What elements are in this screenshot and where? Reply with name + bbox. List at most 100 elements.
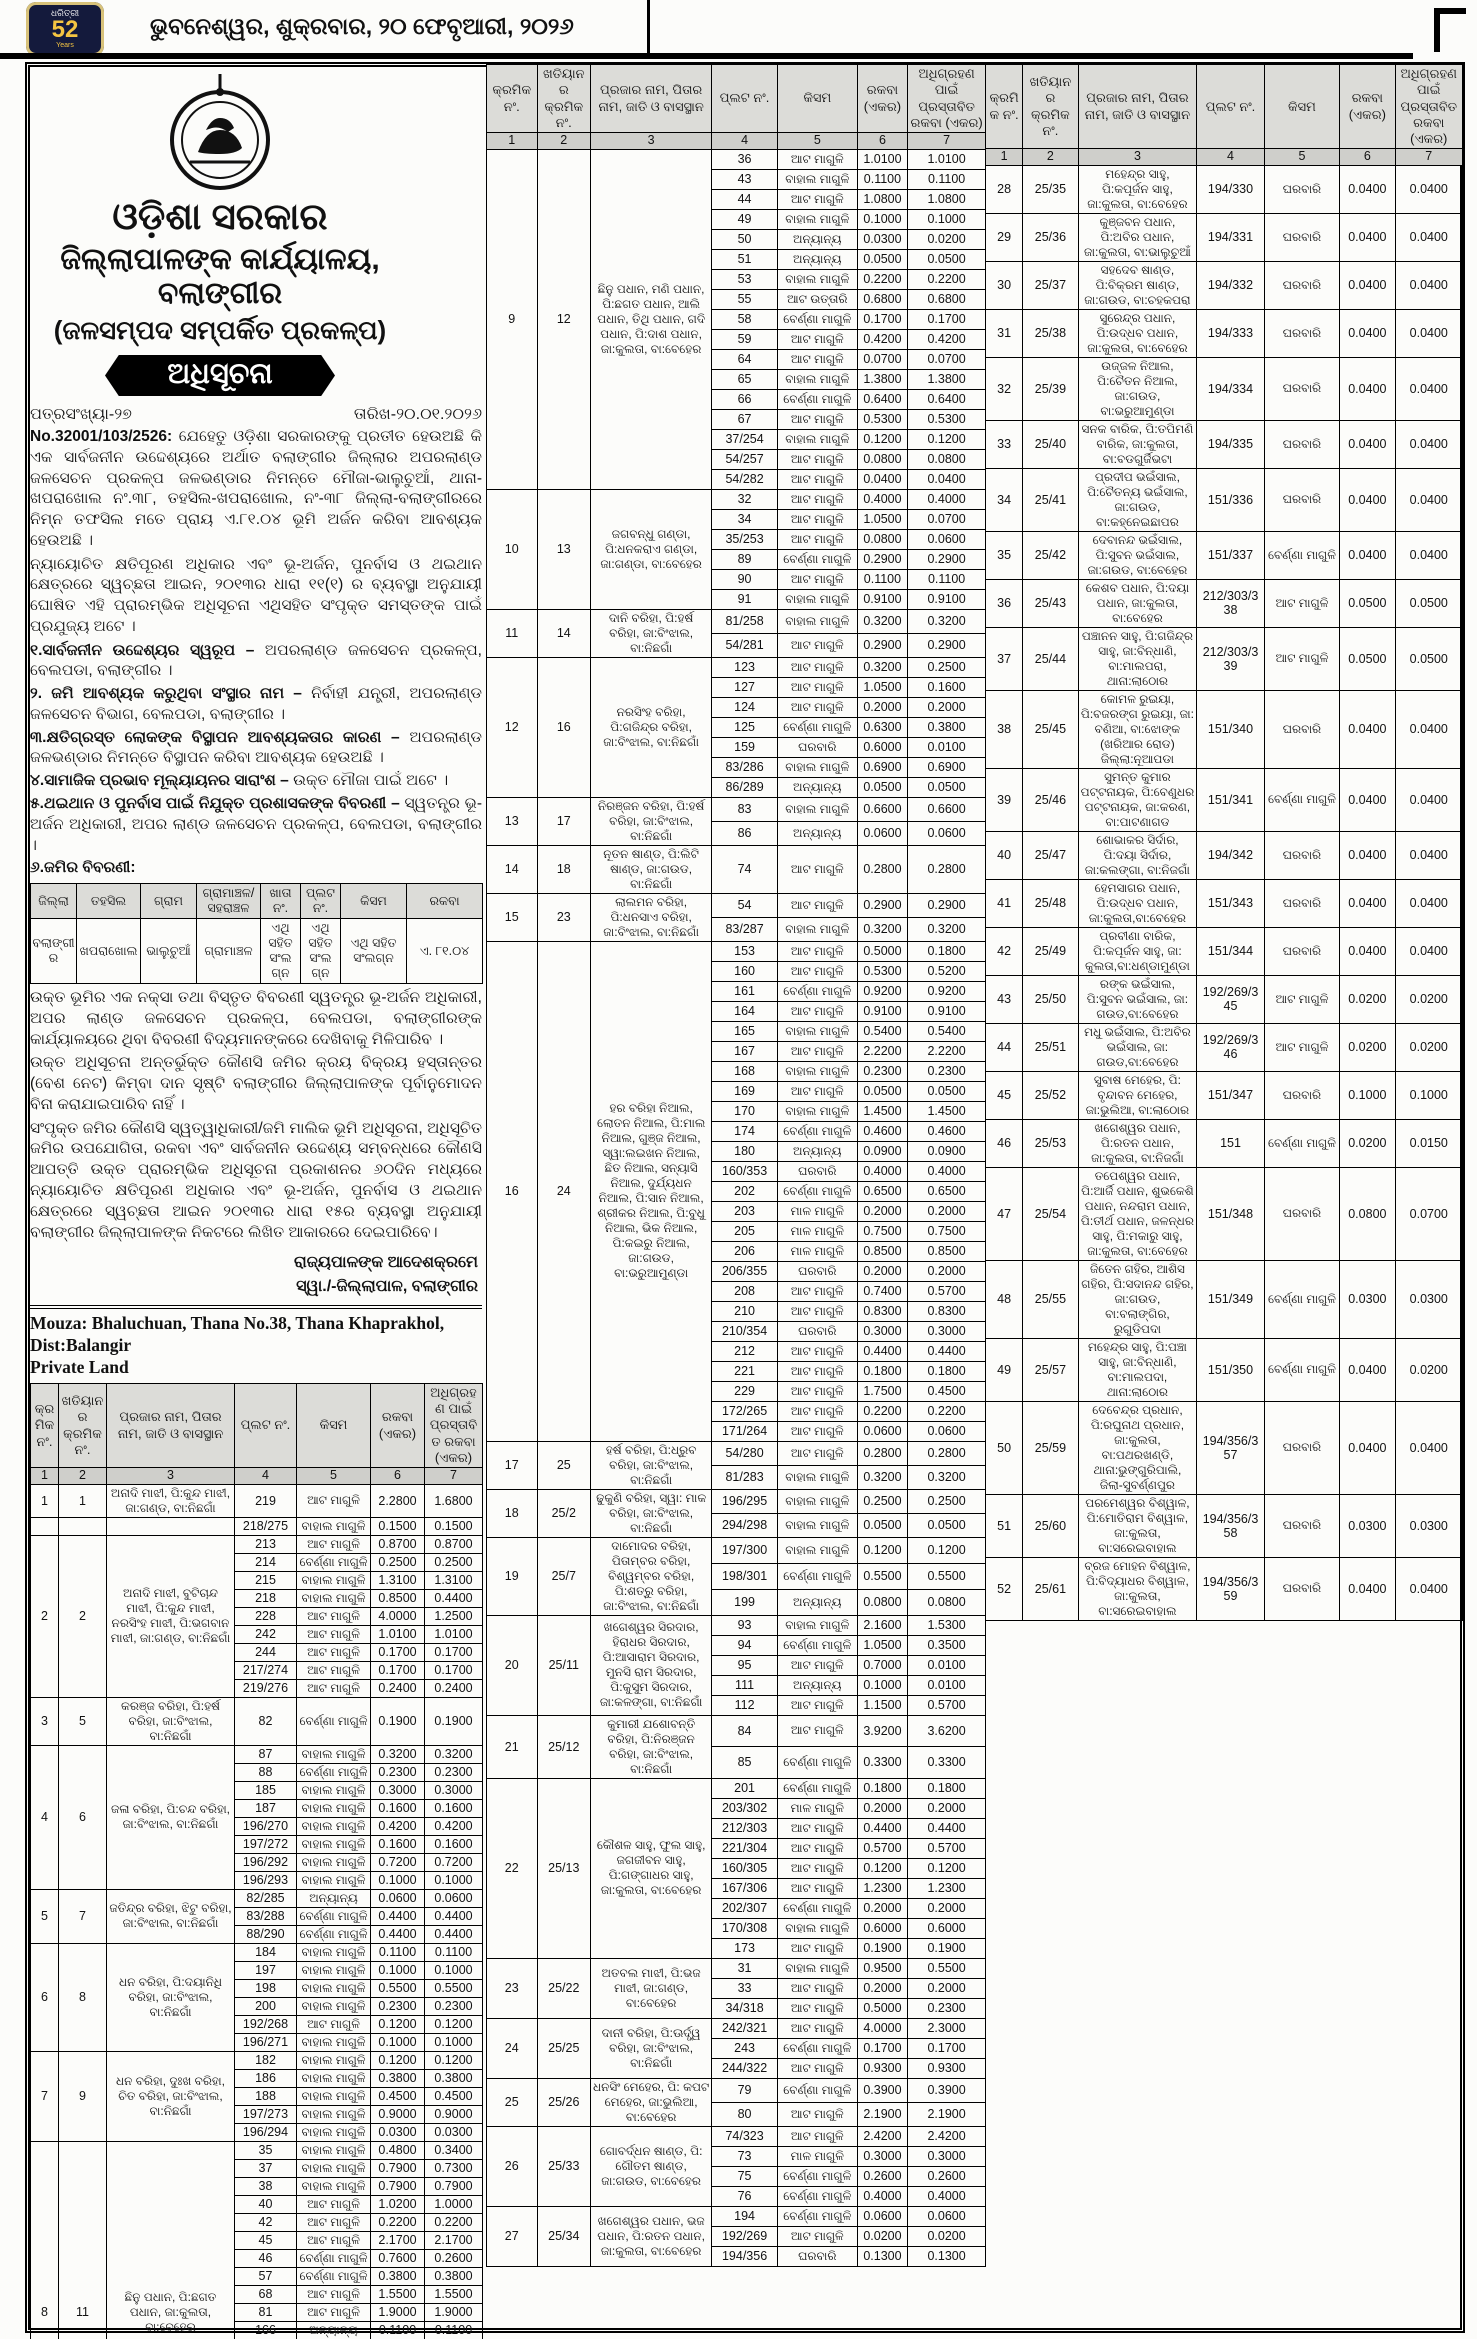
owner-name-cell: ଜତିନ୍ଦ୍ର ବରିହା, ଝିଟୁ ବରିହା, ଜା:ବିଂଝାଲ, ବ… <box>106 1888 235 1944</box>
kisam-cell: ବେର୍ଣ୍ଣା ମାଗୁଳି <box>776 548 858 570</box>
table-row: 35 25/42 ଦେବାନନ୍ଦ ଭଇଁସାଲ, ପି:ସୁବନ ଭଇଁସାଲ, … <box>985 530 1463 580</box>
owner-name-cell: ଅନାଦି ମାଝୀ, ବୁଟିଚାନ୍ଦ ମାଝୀ, ପି:କୁନ୍ଦ ମାଝ… <box>106 1534 235 1698</box>
khatiyan-no-cell: 25/2 <box>536 1488 592 1538</box>
column-header: ଖତିୟାନ ର କ୍ରମିକ ନଂ. <box>58 1382 107 1469</box>
plot-no-cell: 212/303/339 <box>1196 626 1265 691</box>
table-row: 81/283 ବାହାଲ ମାଗୁଳି 0.3200 0.3200 <box>487 1464 986 1490</box>
table-row: 50 ଅନ୍ୟାନ୍ୟ 0.0300 0.0200 <box>487 228 986 250</box>
khatiyan-no-cell: 25/12 <box>536 1714 592 1779</box>
column-number: 1 <box>486 132 538 150</box>
plot-no-cell: 82 <box>234 1696 297 1746</box>
table-row: 18 25/2 ଢୁକୁଣି ବରିହା, ସ୍ୱା: ମାକ ବରିହା, ଜା:… <box>486 1488 986 1538</box>
proposed-area-cell: 0.9200 <box>907 980 986 1002</box>
acquisition-table-left-mount: କ୍ରମିକ ନଂ. ଖତିୟାନ ର କ୍ରମିକ ନଂ. ପ୍ରଜାର ନାମ,… <box>30 1382 483 2339</box>
owner-name-cell: କରଞ୍ଜ ବରିହା, ପି:ହର୍ଷ ବରିହା, ଜା:ବିଂଝାଲ, ବ… <box>106 1696 235 1746</box>
column-header: ପ୍ଲଟ ନଂ. <box>711 64 778 133</box>
proposed-area-cell: 0.1200 <box>424 2014 483 2034</box>
area-cell: 0.0600 <box>370 1888 425 1908</box>
plot-no-cell: 94 <box>711 1634 778 1656</box>
left-column: ଓଡ଼ିଶା ସରକାର ଜିଲ୍ଲାପାଳଙ୍କ କାର୍ଯ୍ୟାଳୟ, ବଲ… <box>30 68 483 2339</box>
owner-name-cell: ଦେବେନ୍ଦ୍ର ପ୍ରଧାନ, ପି:ରଘୁନାଥ ପ୍ରଧାନ, ଜା:କ… <box>1077 1400 1198 1495</box>
kisam-cell: ବେର୍ଣ୍ଣା ମାଗୁଳି <box>776 2205 858 2227</box>
owner-name-cell: ରଙ୍କ ଭଇଁସାଲ, ପି:ସୁବନ ଭଇଁସାଲ, ଜା: ଗଉଡ,ବା:… <box>1077 974 1198 1024</box>
serial-no-cell: 7 <box>30 2050 59 2142</box>
area-cell: 0.2900 <box>856 892 909 918</box>
proposed-area-cell: 0.0500 <box>907 1512 986 1538</box>
proposed-area-cell: 0.3200 <box>424 1744 483 1764</box>
proposed-area-cell: 0.9000 <box>424 2104 483 2124</box>
serial-no-cell: 13 <box>486 796 538 846</box>
owner-name-cell: ଛିନୁ ପଧାନ, ମଣି ପଧାନ, ପି:ଛଗତ ପଧାନ, ଆଲି ପଧ… <box>590 148 713 490</box>
acquisition-table-middle-mount: କ୍ରମିକ ନଂ. ଖତିୟାନ ର କ୍ରମିକ ନଂ. ପ୍ରଜାର ନାମ,… <box>486 64 986 2330</box>
proposed-area-cell: 0.0600 <box>424 1888 483 1908</box>
table-row: 83/286 ବାହାଲ ମାଗୁଳି 0.6900 0.6900 <box>487 756 986 778</box>
proposed-area-cell: 0.3900 <box>907 2077 986 2103</box>
badge-title: ଧରିତ୍ରୀ <box>50 8 80 18</box>
area-cell: 0.1200 <box>856 428 909 450</box>
odisha-state-emblem <box>170 74 270 190</box>
plot-no-cell: 192/268 <box>234 2014 297 2034</box>
proposed-area-cell: 1.5500 <box>424 2284 483 2304</box>
plot-no-cell: 219 <box>234 1483 297 1518</box>
table-row: 33 25/40 ସନକ ବାରିକ, ପି:ତପିମଣି ବାରିକ, ଜା:କୁ… <box>985 419 1463 469</box>
proposed-area-cell: 0.0600 <box>907 2205 986 2227</box>
kisam-cell: ଆଟ ମାଗୁଳି <box>776 1280 858 1302</box>
serial-no-cell: 32 <box>985 356 1024 421</box>
proposed-area-cell: 0.0200 <box>1394 1337 1463 1402</box>
proposed-area-cell: 0.1700 <box>907 2037 986 2059</box>
table-row: 11 14 ଦାନି ବରିହା, ପି:ହର୍ଷ ବରିହା, ଜା:ବିଂଝାଲ… <box>486 608 986 658</box>
khatiyan-no-cell: 25/55 <box>1022 1259 1079 1339</box>
plot-no-cell: 174 <box>711 1120 778 1142</box>
case-number: No.32001/103/2526: <box>30 428 173 445</box>
proposed-area-cell: 0.1700 <box>907 308 986 330</box>
table-row: 112 ଆଟ ମାଗୁଳି 1.1500 0.5700 <box>487 1694 986 1716</box>
area-cell: 0.3900 <box>856 2077 909 2103</box>
kisam-cell: ବେର୍ଣ୍ଣା ମାଗୁଳି <box>776 2077 858 2103</box>
plot-no-cell: 188 <box>234 2086 297 2106</box>
proposed-area-cell: 0.1800 <box>907 1360 986 1382</box>
table-row: 76 ବେର୍ଣ୍ଣା ମାଗୁଳି 0.4000 0.4000 <box>487 2185 986 2207</box>
kisam-cell: ଆଟ ମାଗୁଳି <box>776 2225 858 2247</box>
kisam-cell: ବେର୍ଣ୍ଣା ମାଗୁଳି <box>296 1552 371 1572</box>
kisam-cell: ଆଟ ମାଗୁଳି <box>296 2014 371 2034</box>
proposed-area-cell: 0.1200 <box>424 2050 483 2070</box>
khatiyan-no-cell: 25/25 <box>536 2017 592 2079</box>
plot-no-cell: 194/356 <box>711 2245 778 2267</box>
area-cell: 0.1700 <box>856 2037 909 2059</box>
proposed-area-cell: 0.0400 <box>1394 212 1463 262</box>
area-cell: 0.5300 <box>856 960 909 982</box>
proposed-area-cell: 0.0500 <box>1394 626 1463 691</box>
kisam-cell: ବାହାଲ ମାଗୁଳି <box>296 1570 371 1590</box>
proposed-area-cell: 0.0400 <box>1394 767 1463 832</box>
column-number: 1 <box>985 148 1024 166</box>
kisam-cell: ଆଟ ମାଗୁଳି <box>776 488 858 510</box>
area-cell: 0.0500 <box>856 1080 909 1102</box>
area-cell: 0.2200 <box>370 2212 425 2232</box>
notice-item-6: ୬.ଜମିର ବିବରଣୀ: <box>30 858 482 879</box>
table-row: 214 ବେର୍ଣ୍ଣା ମାଗୁଳି 0.2500 0.2500 <box>31 1552 483 1572</box>
area-cell: 0.1000 <box>856 1674 909 1696</box>
kisam-cell: ମାଳ ମାଗୁଳି <box>776 1220 858 1242</box>
plot-no-cell: 180 <box>711 1140 778 1162</box>
area-cell: 0.7400 <box>856 1280 909 1302</box>
khatiyan-no-cell: 25/35 <box>1022 164 1079 214</box>
owner-name-cell: ଲାଲମନ ବରିହା, ପି:ଧନସାଏ ବରିହା, ଜା:ବିଂଝାଲ, … <box>590 892 713 942</box>
mouza-heading: Mouza: Bhaluchuan, Thana No.38, Thana Kh… <box>30 1305 482 1379</box>
column-header: କ୍ରମିକ ନଂ. <box>985 64 1024 150</box>
proposed-area-cell: 0.3000 <box>907 2145 986 2167</box>
proposed-area-cell: 0.6400 <box>907 388 986 410</box>
column-header: ରକବା (ଏକର) <box>370 1382 425 1469</box>
column-header: ପ୍ରଜାର ନାମ, ପିତାର ନାମ, ଜାତି ଓ ବାସସ୍ଥାନ <box>1077 64 1198 150</box>
kisam-cell: ବାହାଲ ମାଗୁଳି <box>776 208 858 230</box>
kisam-cell: ବାହାଲ ମାଗୁଳି <box>296 1588 371 1608</box>
proposed-area-cell: 0.0400 <box>1394 467 1463 532</box>
area-cell: 0.8500 <box>856 1240 909 1262</box>
proposed-area-cell: 0.5500 <box>907 1957 986 1979</box>
proposed-area-cell: 0.0200 <box>907 2225 986 2247</box>
proposed-area-cell: 1.0000 <box>424 2194 483 2214</box>
area-cell: 0.2200 <box>856 268 909 290</box>
area-cell: 0.0400 <box>856 468 909 490</box>
area-cell: 0.0500 <box>856 776 909 798</box>
plot-no-cell: 88/290 <box>234 1924 297 1944</box>
area-cell: 0.3000 <box>370 1780 425 1800</box>
